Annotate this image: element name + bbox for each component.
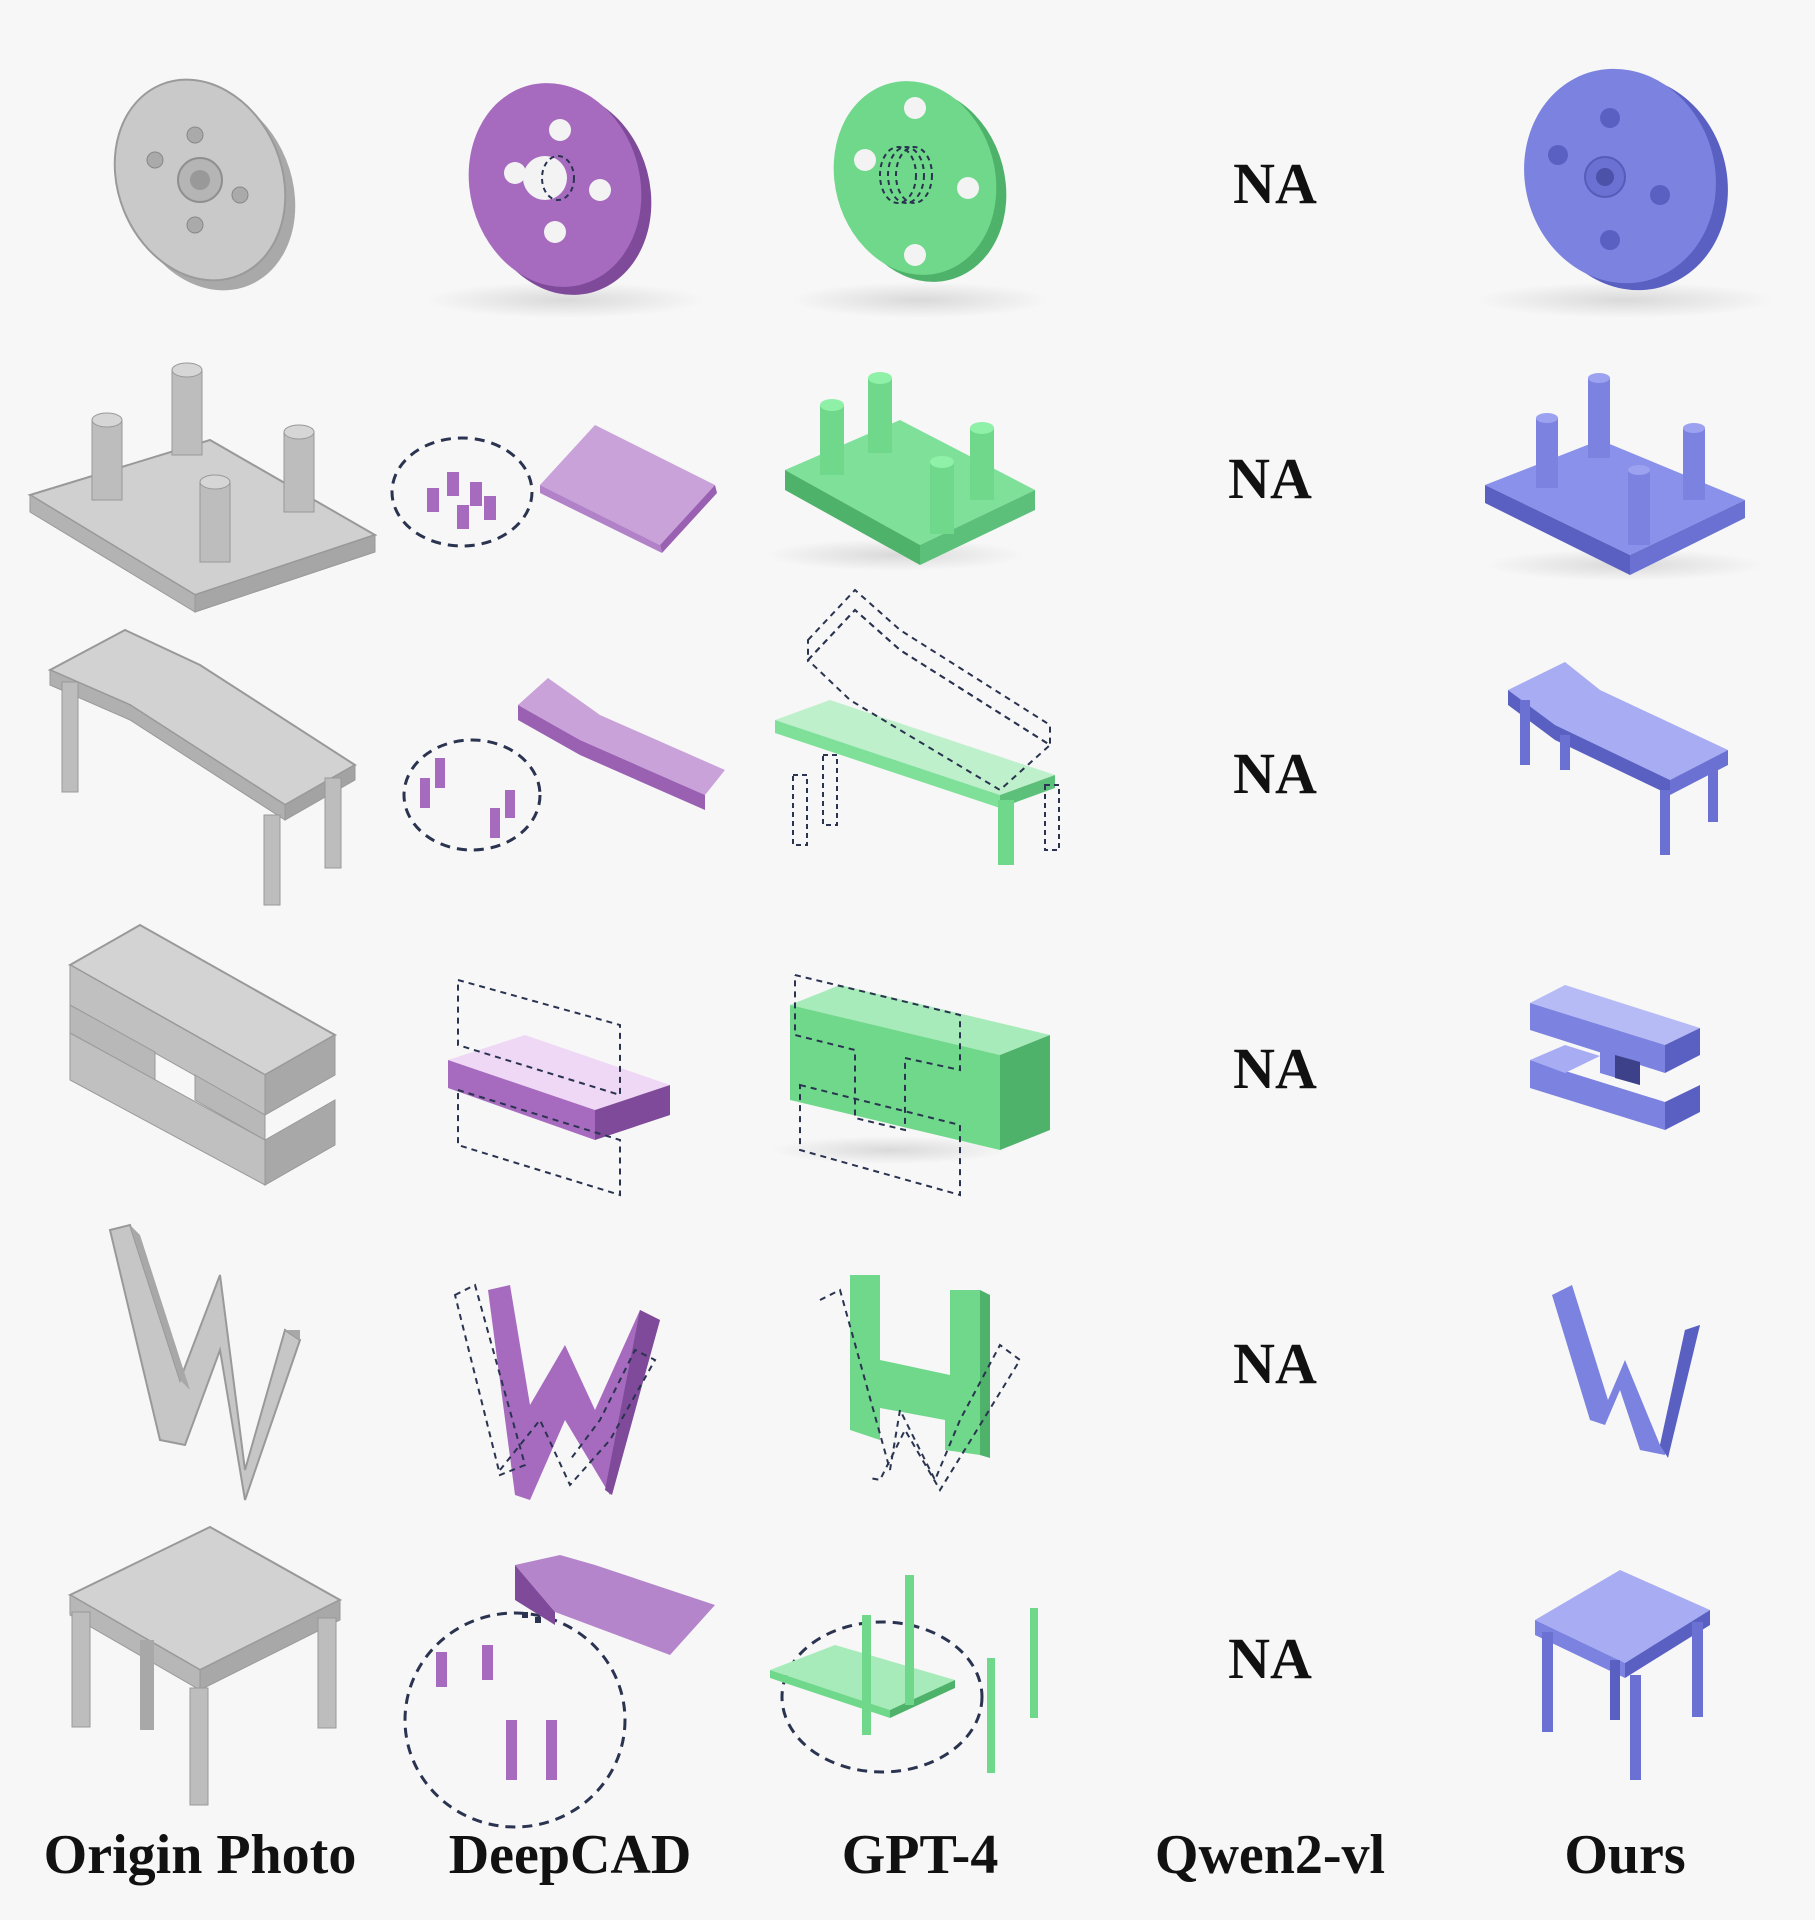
ours-table: [1535, 1570, 1710, 1780]
origin-h-block: [67, 923, 338, 1186]
gpt4-h-block: [770, 974, 1050, 1197]
qwen-na-row-1: NA: [1233, 151, 1317, 216]
qwen-na-row-3: NA: [1233, 741, 1317, 806]
origin-table: [67, 1525, 343, 1806]
gpt4-table: [770, 1575, 1038, 1774]
gpt4-letter-w: [819, 1275, 1022, 1492]
origin-letter-w: [108, 1223, 302, 1501]
column-label-ours: Ours: [1564, 1824, 1686, 1886]
ours-disc: [1475, 68, 1775, 318]
origin-disc: [113, 78, 296, 291]
ours-plate-pegs: [1485, 373, 1765, 581]
qwen-na-row-6: NA: [1228, 1626, 1312, 1691]
qwen-na-row-5: NA: [1233, 1331, 1317, 1396]
gpt4-disc: [790, 81, 1050, 318]
deepcad-h-block: [448, 978, 670, 1197]
column-label-origin: Origin Photo: [43, 1824, 357, 1886]
column-label-gpt4: GPT-4: [841, 1824, 999, 1886]
qwen-na-row-2: NA: [1228, 446, 1312, 511]
column-label-deepcad: DeepCAD: [448, 1824, 692, 1886]
deepcad-plate-pegs: [390, 425, 717, 553]
deepcad-disc: [425, 83, 705, 318]
deepcad-letter-w: [453, 1283, 660, 1500]
deepcad-table: [403, 1555, 715, 1829]
qwen-na-row-4: NA: [1233, 1036, 1317, 1101]
ours-bench: [1508, 662, 1728, 855]
ours-letter-w: [1552, 1285, 1700, 1458]
origin-bench: [47, 628, 357, 906]
ours-h-block: [1530, 985, 1700, 1130]
deepcad-bench: [402, 678, 725, 852]
gpt4-plate-pegs: [765, 372, 1035, 571]
origin-plate-pegs: [27, 362, 378, 613]
column-label-qwen: Qwen2-vl: [1154, 1824, 1386, 1886]
gpt4-bench: [775, 588, 1060, 865]
